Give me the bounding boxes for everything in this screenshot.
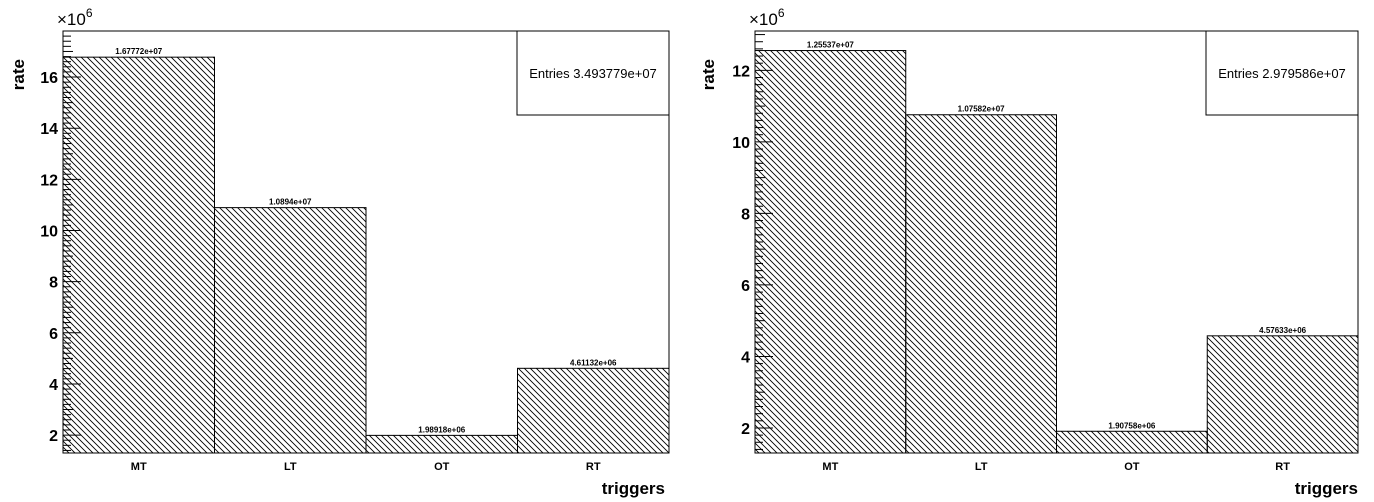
chart-right-svg: 1.25537e+07 MT 1.07582e+07 LT 1.90758e+06 OT 4… [699,6,1359,498]
y-tick-label: 12 [732,63,750,80]
y-tick-label: 6 [49,326,58,343]
category-label-ot: OT [434,461,450,473]
bar-ot [365,434,518,454]
data-label-rt: 4.57633e+06 [1259,326,1306,335]
y-axis-title: rate [9,59,28,90]
bar-lt [905,114,1057,454]
x-axis-title: triggers [1295,479,1358,498]
category-label-ot: OT [1124,461,1140,473]
y-tick-label: 8 [49,275,58,292]
data-label-rt: 4.61132e+06 [570,358,617,367]
category-label-mt: MT [131,461,147,473]
y-axis-title: rate [699,59,718,90]
y-tick-label: 4 [741,349,750,366]
x-axis-title: triggers [602,479,665,498]
y-tick-label: 8 [741,206,750,223]
category-label-mt: MT [822,461,838,473]
category-label-lt: LT [975,461,988,473]
data-label-lt: 1.07582e+07 [958,105,1005,114]
stats-box [516,30,670,116]
data-label-mt: 1.67772e+07 [115,47,162,56]
y-tick-label: 2 [741,421,750,438]
bar-lt [214,207,367,454]
y-tick-label: 14 [40,121,58,138]
y-multiplier-label: ×106 [749,6,785,29]
y-tick-label: 2 [49,428,58,445]
stats-box [1205,30,1359,116]
stats-entries-label: Entries 2.979586e+07 [1218,66,1346,81]
category-label-lt: LT [284,461,297,473]
data-label-ot: 1.90758e+06 [1108,421,1155,430]
bar-rt [517,367,670,454]
data-label-ot: 1.98918e+06 [418,425,465,434]
bar-mt [754,50,907,454]
y-tick-label: 10 [40,223,58,240]
y-tick-label: 10 [732,135,750,152]
category-label-rt: RT [586,461,601,473]
y-multiplier-label: ×106 [57,6,93,29]
bar-rt [1206,335,1359,454]
bar-mt [62,56,215,454]
stats-entries-label: Entries 3.493779e+07 [529,66,657,81]
data-label-lt: 1.0894e+07 [269,198,312,207]
chart-left-svg: 1.67772e+07 MT 1.0894e+07 LT 1.98918e+06 OT 4.… [9,6,670,498]
y-tick-label: 12 [40,172,58,189]
chart-right: 1.25537e+07 MT 1.07582e+07 LT 1.90758e+06 OT 4… [690,0,1374,502]
category-label-rt: RT [1275,461,1290,473]
chart-left: 1.67772e+07 MT 1.0894e+07 LT 1.98918e+06 OT 4.… [0,0,680,502]
y-tick-label: 4 [49,377,58,394]
bar-ot [1056,430,1208,454]
data-label-mt: 1.25537e+07 [807,41,854,50]
y-tick-label: 16 [40,70,58,87]
y-tick-label: 6 [741,278,750,295]
